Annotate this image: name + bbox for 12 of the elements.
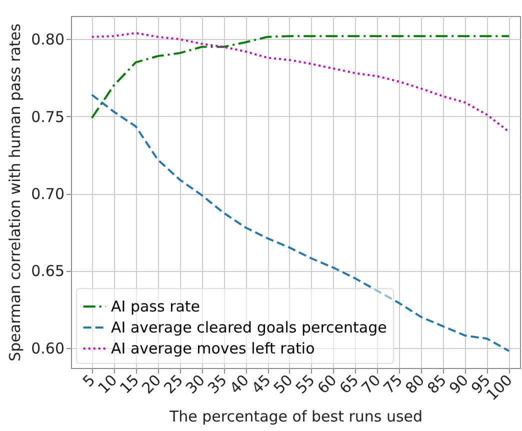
y-axis-title: Spearman correlation with human pass rates [6,23,24,362]
legend-label: AI average moves left ratio [111,340,315,358]
y-tick-label: 0.75 [31,108,64,126]
legend-label: AI pass rate [111,298,200,316]
y-tick-label: 0.65 [31,262,64,280]
y-tick-label: 0.80 [31,30,64,49]
y-tick-label: 0.70 [31,185,64,204]
legend-label: AI average cleared goals percentage [111,318,387,336]
x-axis-title: The percentage of best runs used [168,407,423,426]
line-series [90,32,510,133]
y-tick-label: 0.60 [31,339,64,358]
line-series [90,35,510,119]
